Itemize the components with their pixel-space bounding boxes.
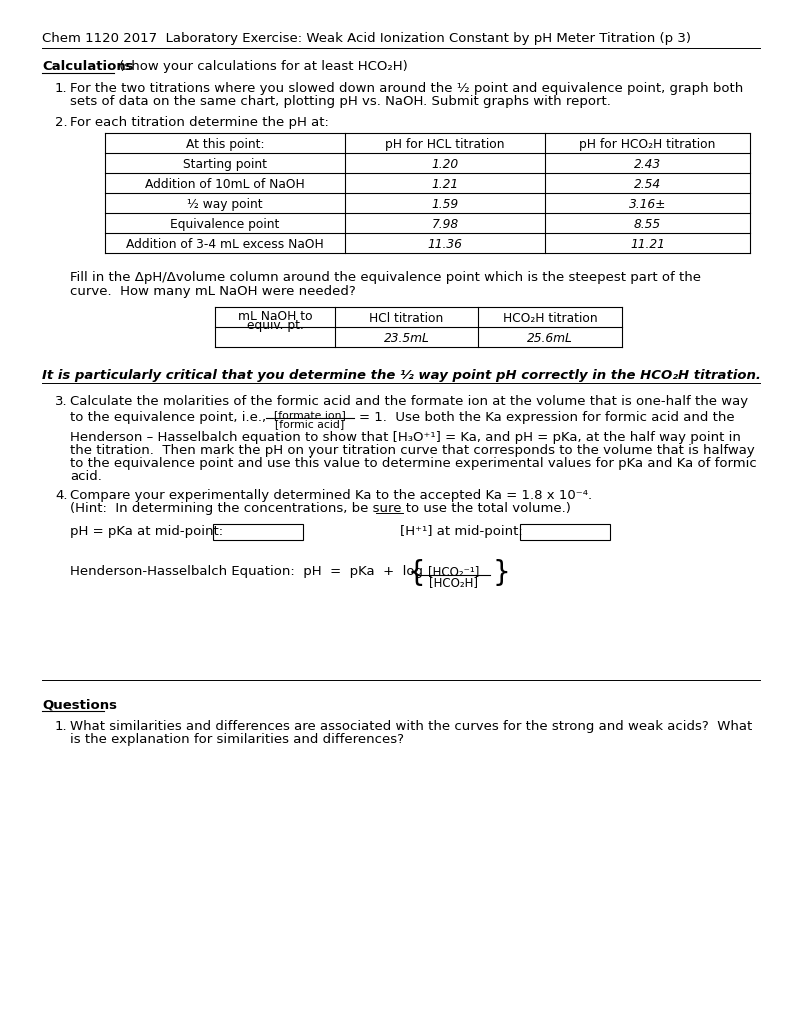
Text: It is particularly critical that you determine the ½ way point pH correctly in t: It is particularly critical that you det… bbox=[42, 369, 761, 382]
Text: Fill in the ΔpH/Δvolume column around the equivalence point which is the steepes: Fill in the ΔpH/Δvolume column around th… bbox=[70, 271, 701, 284]
Text: At this point:: At this point: bbox=[186, 138, 264, 151]
Text: = 1.  Use both the Ka expression for formic acid and the: = 1. Use both the Ka expression for form… bbox=[359, 411, 735, 424]
Text: What similarities and differences are associated with the curves for the strong : What similarities and differences are as… bbox=[70, 720, 752, 733]
Text: 11.21: 11.21 bbox=[630, 238, 665, 251]
Text: 1.21: 1.21 bbox=[431, 178, 459, 191]
Text: 2.: 2. bbox=[55, 116, 67, 129]
Text: to the equivalence point, i.e.,: to the equivalence point, i.e., bbox=[70, 411, 266, 424]
Text: (show your calculations for at least HCO₂H): (show your calculations for at least HCO… bbox=[115, 60, 407, 73]
Text: [HCO₂H]: [HCO₂H] bbox=[430, 575, 479, 589]
Text: 23.5mL: 23.5mL bbox=[384, 332, 430, 345]
Text: mL NaOH to: mL NaOH to bbox=[237, 310, 312, 323]
Text: Compare your experimentally determined Ka to the accepted Ka = 1.8 x 10⁻⁴.: Compare your experimentally determined K… bbox=[70, 489, 592, 502]
Text: 7.98: 7.98 bbox=[431, 218, 459, 231]
Text: to the equivalence point and use this value to determine experimental values for: to the equivalence point and use this va… bbox=[70, 457, 757, 470]
Text: is the explanation for similarities and differences?: is the explanation for similarities and … bbox=[70, 733, 404, 746]
Text: curve.  How many mL NaOH were needed?: curve. How many mL NaOH were needed? bbox=[70, 285, 356, 298]
Text: Henderson – Hasselbalch equation to show that [H₃O⁺¹] = Ka, and pH = pKa, at the: Henderson – Hasselbalch equation to show… bbox=[70, 431, 741, 444]
Text: sets of data on the same chart, plotting pH vs. NaOH. Submit graphs with report.: sets of data on the same chart, plotting… bbox=[70, 95, 611, 108]
Text: equiv. pt.: equiv. pt. bbox=[247, 319, 304, 332]
Text: 25.6mL: 25.6mL bbox=[527, 332, 573, 345]
Text: Starting point: Starting point bbox=[183, 158, 267, 171]
Text: HCl titration: HCl titration bbox=[369, 312, 444, 325]
Text: Chem 1120 2017  Laboratory Exercise: Weak Acid Ionization Constant by pH Meter T: Chem 1120 2017 Laboratory Exercise: Weak… bbox=[42, 32, 691, 45]
Text: 1.59: 1.59 bbox=[431, 198, 459, 211]
Bar bbox=[520, 524, 610, 540]
Text: Henderson-Hasselbalch Equation:  pH  =  pKa  +  log: Henderson-Hasselbalch Equation: pH = pKa… bbox=[70, 565, 423, 578]
Text: }: } bbox=[493, 559, 511, 587]
Text: 1.20: 1.20 bbox=[431, 158, 459, 171]
Text: HCO₂H titration: HCO₂H titration bbox=[503, 312, 597, 325]
Text: 3.16±: 3.16± bbox=[629, 198, 666, 211]
Text: 8.55: 8.55 bbox=[634, 218, 661, 231]
Text: [formate ion]: [formate ion] bbox=[274, 410, 346, 420]
Text: 3.: 3. bbox=[55, 395, 67, 408]
Text: Addition of 10mL of NaOH: Addition of 10mL of NaOH bbox=[145, 178, 305, 191]
Text: {: { bbox=[408, 559, 426, 587]
Text: pH = pKa at mid-point:: pH = pKa at mid-point: bbox=[70, 525, 223, 538]
Text: pH for HCO₂H titration: pH for HCO₂H titration bbox=[579, 138, 716, 151]
Text: 1.: 1. bbox=[55, 82, 67, 95]
Text: Equivalence point: Equivalence point bbox=[170, 218, 280, 231]
Text: pH for HCL titration: pH for HCL titration bbox=[385, 138, 505, 151]
Text: 4.: 4. bbox=[55, 489, 67, 502]
Text: 2.43: 2.43 bbox=[634, 158, 661, 171]
Bar bbox=[213, 524, 303, 540]
Text: Calculate the molarities of the formic acid and the formate ion at the volume th: Calculate the molarities of the formic a… bbox=[70, 395, 748, 408]
Text: (Hint:  In determining the concentrations, be sure to use the total volume.): (Hint: In determining the concentrations… bbox=[70, 502, 571, 515]
Text: Questions: Questions bbox=[42, 698, 117, 711]
Text: the titration.  Then mark the pH on your titration curve that corresponds to the: the titration. Then mark the pH on your … bbox=[70, 444, 755, 457]
Text: [H⁺¹] at mid-point:: [H⁺¹] at mid-point: bbox=[400, 525, 523, 538]
Text: [HCO₂⁻¹]: [HCO₂⁻¹] bbox=[428, 565, 479, 578]
Text: [formic acid]: [formic acid] bbox=[275, 419, 345, 429]
Text: 1.: 1. bbox=[55, 720, 67, 733]
Text: ½ way point: ½ way point bbox=[187, 198, 263, 211]
Text: For the two titrations where you slowed down around the ½ point and equivalence : For the two titrations where you slowed … bbox=[70, 82, 744, 95]
Text: Addition of 3-4 mL excess NaOH: Addition of 3-4 mL excess NaOH bbox=[126, 238, 324, 251]
Text: acid.: acid. bbox=[70, 470, 102, 483]
Text: 2.54: 2.54 bbox=[634, 178, 661, 191]
Text: Calculations: Calculations bbox=[42, 60, 134, 73]
Text: 11.36: 11.36 bbox=[428, 238, 463, 251]
Text: For each titration determine the pH at:: For each titration determine the pH at: bbox=[70, 116, 329, 129]
